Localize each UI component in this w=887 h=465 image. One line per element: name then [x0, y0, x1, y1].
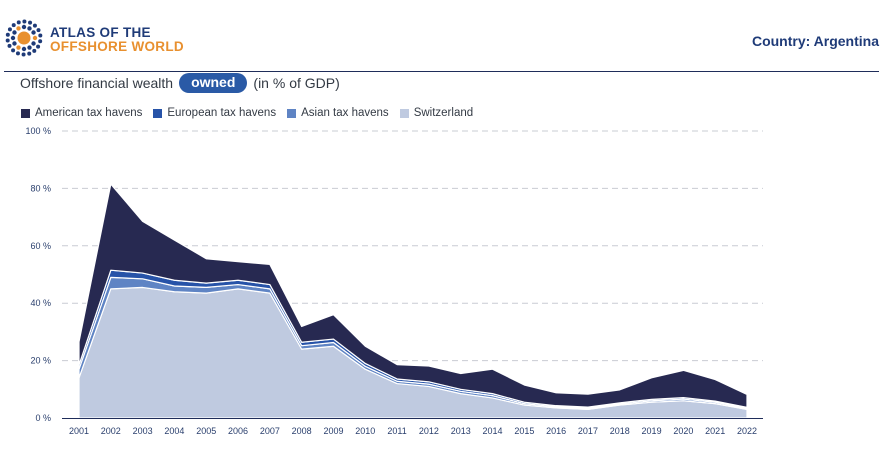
x-tick-label: 2001 — [69, 426, 89, 436]
logo-dot — [28, 20, 33, 25]
logo-dot — [5, 32, 10, 37]
y-tick-label: 80 % — [30, 183, 51, 193]
logo-dot — [31, 30, 36, 35]
legend-swatch — [398, 107, 410, 119]
logo-dot — [12, 41, 17, 46]
logo-dot — [21, 24, 27, 30]
x-tick-label: 2022 — [737, 426, 757, 436]
x-tick-label: 2020 — [673, 426, 693, 436]
logo-line1: ATLAS OF THE — [50, 25, 151, 40]
y-tick-label: 40 % — [30, 298, 51, 308]
logo-dot — [38, 33, 43, 38]
x-tick-label: 2011 — [387, 426, 406, 436]
y-tick-label: 100 % — [25, 126, 51, 136]
subtitle-unit: (in % of GDP) — [253, 75, 340, 91]
x-tick-label: 2014 — [483, 426, 503, 436]
legend-label: Asian tax havens — [301, 107, 389, 119]
x-tick-label: 2005 — [196, 426, 216, 436]
x-tick-label: 2010 — [355, 426, 375, 436]
x-tick-label: 2004 — [164, 426, 184, 436]
y-tick-label: 60 % — [30, 241, 51, 251]
legend-item[interactable]: Switzerland — [398, 107, 474, 119]
x-tick-label: 2009 — [323, 426, 343, 436]
logo-dot — [22, 19, 27, 24]
x-tick-label: 2006 — [228, 426, 248, 436]
logo-dot — [27, 51, 32, 56]
legend-swatch — [152, 107, 164, 119]
logo-dot — [32, 35, 38, 41]
atlas-logo-icon[interactable] — [4, 18, 44, 58]
logo-dot — [27, 45, 32, 50]
logo-dot — [16, 20, 21, 25]
x-tick-label: 2007 — [260, 426, 280, 436]
y-tick-label: 0 % — [35, 413, 51, 423]
subtitle-text: Offshore financial wealth — [20, 75, 174, 91]
logo-dot — [7, 27, 12, 32]
x-tick-label: 2016 — [546, 426, 566, 436]
logo-dot — [16, 45, 21, 50]
legend-label: European tax havens — [167, 107, 277, 119]
x-tick-label: 2002 — [101, 426, 121, 436]
logo-dot — [32, 23, 37, 28]
logo-dot — [21, 46, 27, 52]
legend-label: Switzerland — [413, 107, 474, 119]
logo-dot — [10, 35, 16, 41]
logo-dot — [21, 52, 26, 57]
legend-item[interactable]: European tax havens — [152, 107, 276, 119]
chart-legend: American tax havens European tax havens As… — [20, 107, 473, 119]
logo-dot — [5, 38, 10, 43]
x-tick-label: 2015 — [514, 426, 534, 436]
logo-dot — [38, 39, 43, 44]
x-tick-label: 2013 — [451, 426, 471, 436]
x-tick-label: 2003 — [133, 426, 153, 436]
chart-subtitle: Offshore financial wealth owned (in % of… — [20, 73, 340, 93]
legend-item[interactable]: American tax havens — [20, 107, 142, 119]
logo-center-dot — [17, 31, 31, 45]
legend-swatch — [286, 107, 298, 119]
y-tick-label: 20 % — [30, 356, 51, 366]
logo-dot — [32, 48, 37, 53]
logo-dot — [7, 43, 12, 48]
country-label: Country: Argentina — [751, 33, 879, 49]
logo-dot — [11, 23, 16, 28]
logo-dot — [27, 26, 32, 31]
x-tick-label: 2012 — [419, 426, 439, 436]
header-divider — [4, 71, 879, 72]
owned-toggle-button[interactable]: owned — [179, 73, 248, 93]
x-tick-label: 2021 — [705, 426, 725, 436]
x-tick-label: 2019 — [642, 426, 662, 436]
legend-item[interactable]: Asian tax havens — [286, 107, 389, 119]
logo-dot — [12, 30, 17, 35]
logo-dot — [16, 26, 21, 31]
logo-dot — [36, 28, 41, 33]
x-tick-label: 2018 — [610, 426, 630, 436]
legend-swatch — [20, 107, 31, 119]
x-tick-label: 2008 — [292, 426, 312, 436]
logo-dot — [31, 41, 36, 46]
logo-dot — [11, 48, 16, 53]
logo-dot — [36, 44, 41, 49]
logo-line2: OFFSHORE WORLD — [50, 39, 184, 54]
area-series-american-tax-havens[interactable] — [78, 183, 748, 408]
legend-label: American tax havens — [35, 107, 143, 119]
x-tick-label: 2017 — [578, 426, 598, 436]
header: ATLAS OF THE OFFSHORE WORLD Country: Arg… — [0, 0, 887, 72]
logo-dot — [15, 51, 20, 56]
logo-text[interactable]: ATLAS OF THE OFFSHORE WORLD — [50, 26, 184, 54]
